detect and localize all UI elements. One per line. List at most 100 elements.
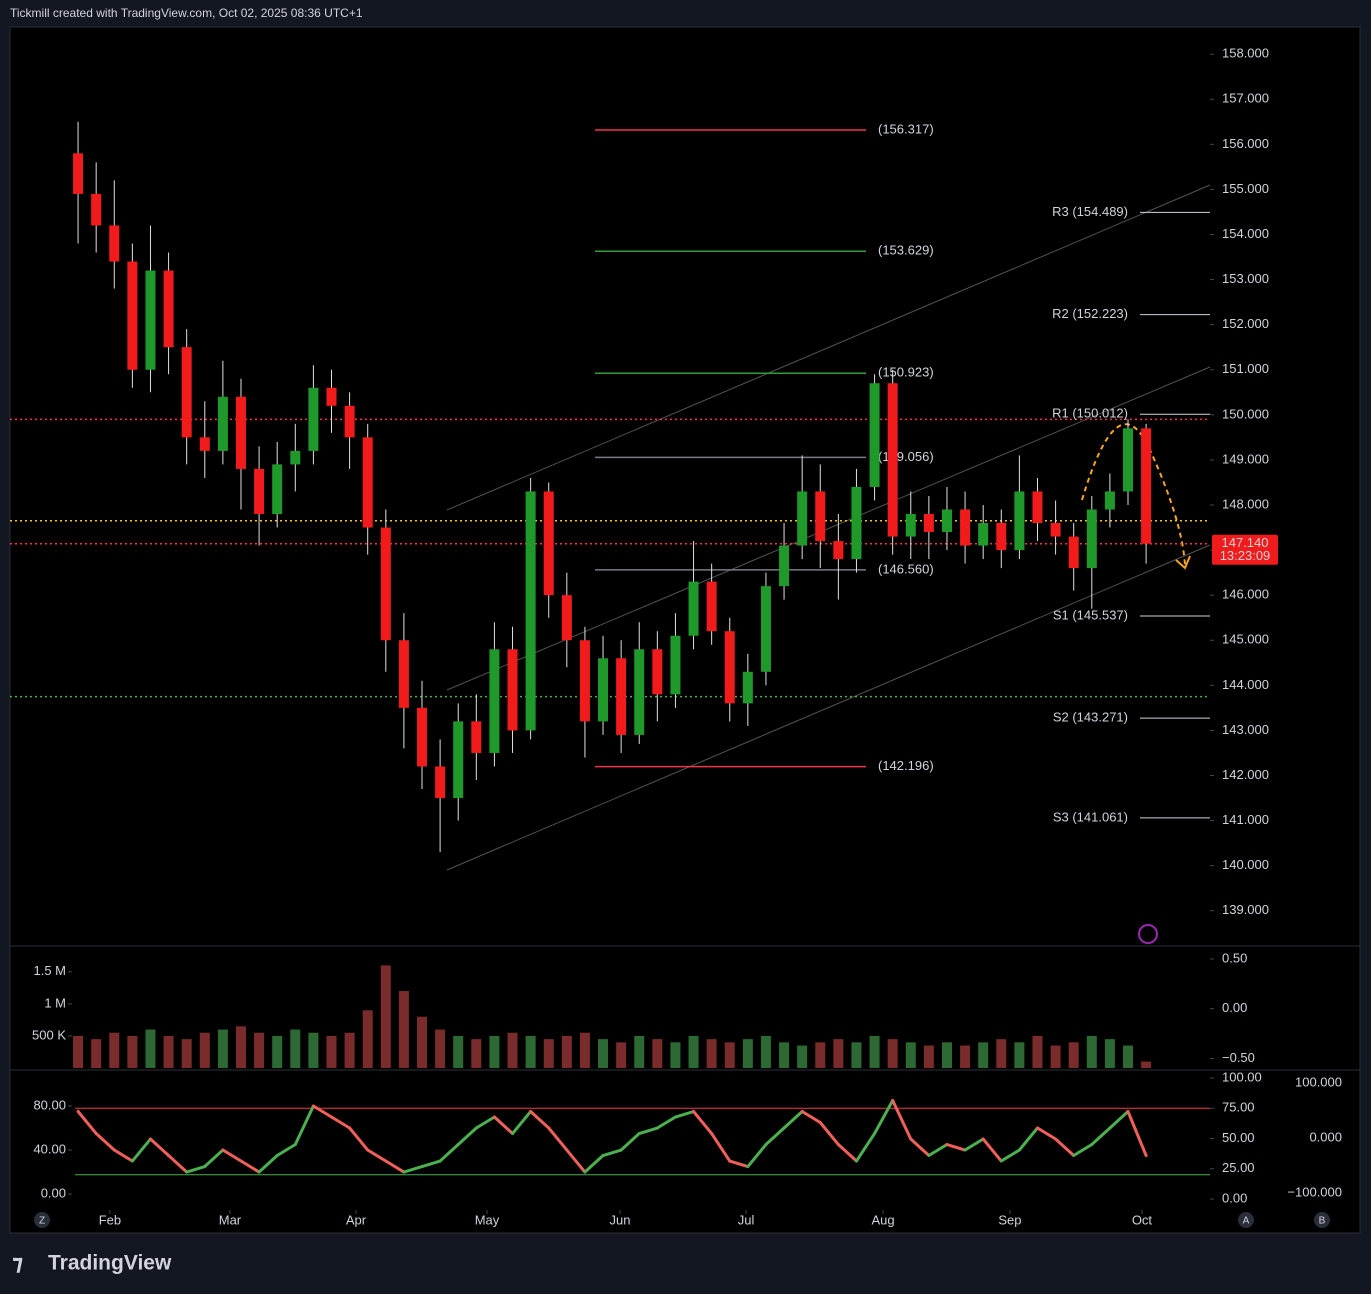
volume-bar	[217, 1029, 228, 1068]
oscillator-segment	[655, 1115, 677, 1130]
pivot-label: S1 (145.537)	[1053, 607, 1128, 622]
candle-body	[887, 383, 898, 537]
volume-bar	[561, 1035, 572, 1068]
oscillator-segment	[348, 1126, 370, 1152]
x-tick-label: May	[475, 1212, 500, 1227]
candle-body	[417, 707, 428, 767]
oscillator-segment	[529, 1110, 551, 1130]
level-label: (153.629)	[878, 243, 934, 258]
candle-body	[1141, 428, 1152, 544]
oscillator-segment	[619, 1132, 641, 1152]
candle-body	[815, 491, 826, 542]
button-label[interactable]: B	[1319, 1216, 1326, 1227]
candle-body	[435, 766, 446, 799]
oscillator-segment	[1054, 1137, 1076, 1158]
volume-bar	[73, 1035, 84, 1068]
button-label[interactable]: A	[1243, 1216, 1250, 1227]
candle-body	[978, 523, 989, 546]
y-tick-label: 152.000	[1222, 316, 1269, 331]
volume-bar	[1104, 1039, 1115, 1068]
candle-body	[127, 261, 138, 370]
oscillator-segment	[981, 1137, 1003, 1163]
oscillator-segment	[438, 1143, 460, 1163]
volume-bar	[833, 1039, 844, 1068]
button[interactable]	[1314, 1212, 1330, 1228]
oscillator-segment	[673, 1110, 696, 1119]
oscillator-segment	[873, 1099, 895, 1136]
y-tick-label: 144.000	[1222, 677, 1269, 692]
volume-bar	[453, 1035, 464, 1068]
oscillator-segment	[945, 1143, 967, 1152]
volume-bar	[941, 1042, 952, 1068]
oscillator-segment	[547, 1126, 569, 1152]
y2-tick-label: 0.50	[1222, 950, 1247, 965]
volume-bar	[91, 1039, 102, 1068]
volume-bar	[652, 1039, 663, 1068]
oscillator-segment	[402, 1165, 424, 1174]
oscillator-segment	[384, 1159, 406, 1174]
y2-tick-label: 0.00	[1222, 1000, 1247, 1015]
volume-bar	[145, 1029, 156, 1068]
pivot-label: R3 (154.489)	[1052, 204, 1128, 219]
y3-tick-label: 0.000	[1309, 1129, 1342, 1144]
oscillator-segment	[311, 1104, 333, 1119]
oscillator-segment	[909, 1137, 931, 1158]
y-tick-label: 80.00	[33, 1097, 66, 1112]
y2-tick-label: −0.50	[1222, 1050, 1255, 1065]
y2-tick-label: 75.00	[1222, 1100, 1255, 1115]
oscillator-segment	[474, 1115, 496, 1130]
logo-mark: ⁊	[12, 1250, 23, 1275]
last-price-box	[1212, 534, 1278, 565]
candle-body	[960, 509, 971, 546]
pivot-label: R1 (150.012)	[1052, 406, 1128, 421]
button[interactable]	[1238, 1212, 1254, 1228]
candle-body	[543, 491, 554, 596]
oscillator-segment	[891, 1099, 913, 1141]
volume-bar	[308, 1032, 319, 1068]
candle-body	[398, 640, 409, 708]
y-tick-label: 139.000	[1222, 902, 1269, 917]
alert-icon[interactable]	[1138, 924, 1158, 944]
volume-bar	[1086, 1035, 1097, 1068]
volume-bar	[344, 1032, 355, 1068]
y-tick-label: 151.000	[1222, 361, 1269, 376]
candle-body	[489, 649, 500, 753]
pivot-label: R2 (152.223)	[1052, 306, 1128, 321]
oscillator-segment	[728, 1159, 750, 1169]
volume-bar	[362, 1010, 373, 1068]
channel-line	[446, 184, 1211, 511]
y-tick-label: 140.000	[1222, 857, 1269, 872]
y-tick-label: 149.000	[1222, 451, 1269, 466]
candle-body	[380, 527, 391, 641]
candle-body	[1086, 509, 1097, 569]
button[interactable]	[34, 1212, 50, 1228]
y-tick-label: 141.000	[1222, 812, 1269, 827]
oscillator-segment	[710, 1132, 732, 1163]
oscillator-segment	[329, 1115, 352, 1130]
volume-bar	[760, 1035, 771, 1068]
volume-bar	[326, 1035, 337, 1068]
candle-body	[1032, 491, 1043, 524]
candle-body	[272, 464, 283, 515]
x-tick-label: Jul	[738, 1212, 755, 1227]
level-label: (142.196)	[878, 758, 934, 773]
volume-bar	[616, 1042, 627, 1068]
oscillator-segment	[456, 1126, 478, 1147]
y-tick-label: 500 K	[32, 1027, 66, 1042]
candle-body	[851, 486, 862, 560]
volume-bar	[579, 1032, 590, 1068]
button-label[interactable]: Z	[39, 1216, 45, 1227]
oscillator-segment	[94, 1132, 116, 1152]
oscillator-segment	[203, 1148, 225, 1169]
y2-tick-label: 0.00	[1222, 1190, 1247, 1205]
oscillator-segment	[366, 1148, 388, 1163]
candle-body	[561, 595, 572, 641]
oscillator-segment	[275, 1143, 297, 1158]
y-tick-label: 157.000	[1222, 91, 1269, 106]
candle-body	[923, 514, 934, 533]
volume-bar	[507, 1032, 518, 1068]
header: Tickmill created with TradingView.com, O…	[10, 6, 363, 20]
y2-tick-label: 25.00	[1222, 1160, 1255, 1175]
candle-body	[760, 586, 771, 672]
volume-bar	[923, 1045, 934, 1068]
